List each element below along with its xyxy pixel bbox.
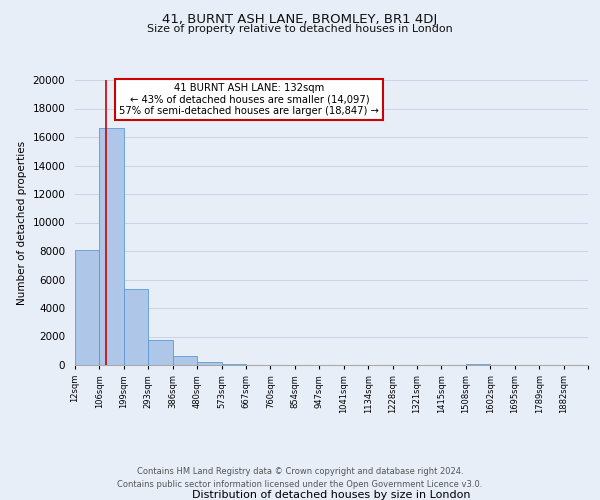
Bar (75, 250, 100, 365)
Bar (197, 362, 221, 365)
Text: 41 BURNT ASH LANE: 132sqm
← 43% of detached houses are smaller (14,097)
57% of s: 41 BURNT ASH LANE: 132sqm ← 43% of detac… (119, 83, 379, 116)
Text: Contains HM Land Registry data © Crown copyright and database right 2024.: Contains HM Land Registry data © Crown c… (137, 467, 463, 476)
Bar (100, 128, 124, 365)
Bar (124, 290, 148, 365)
Text: Size of property relative to detached houses in London: Size of property relative to detached ho… (147, 24, 453, 34)
Bar (466, 364, 490, 365)
Bar (221, 364, 246, 365)
Bar (173, 356, 197, 365)
Y-axis label: Number of detached properties: Number of detached properties (17, 140, 27, 304)
Text: 41, BURNT ASH LANE, BROMLEY, BR1 4DJ: 41, BURNT ASH LANE, BROMLEY, BR1 4DJ (163, 12, 437, 26)
X-axis label: Distribution of detached houses by size in London: Distribution of detached houses by size … (192, 490, 471, 500)
Bar (148, 340, 173, 365)
Text: Contains public sector information licensed under the Open Government Licence v3: Contains public sector information licen… (118, 480, 482, 489)
